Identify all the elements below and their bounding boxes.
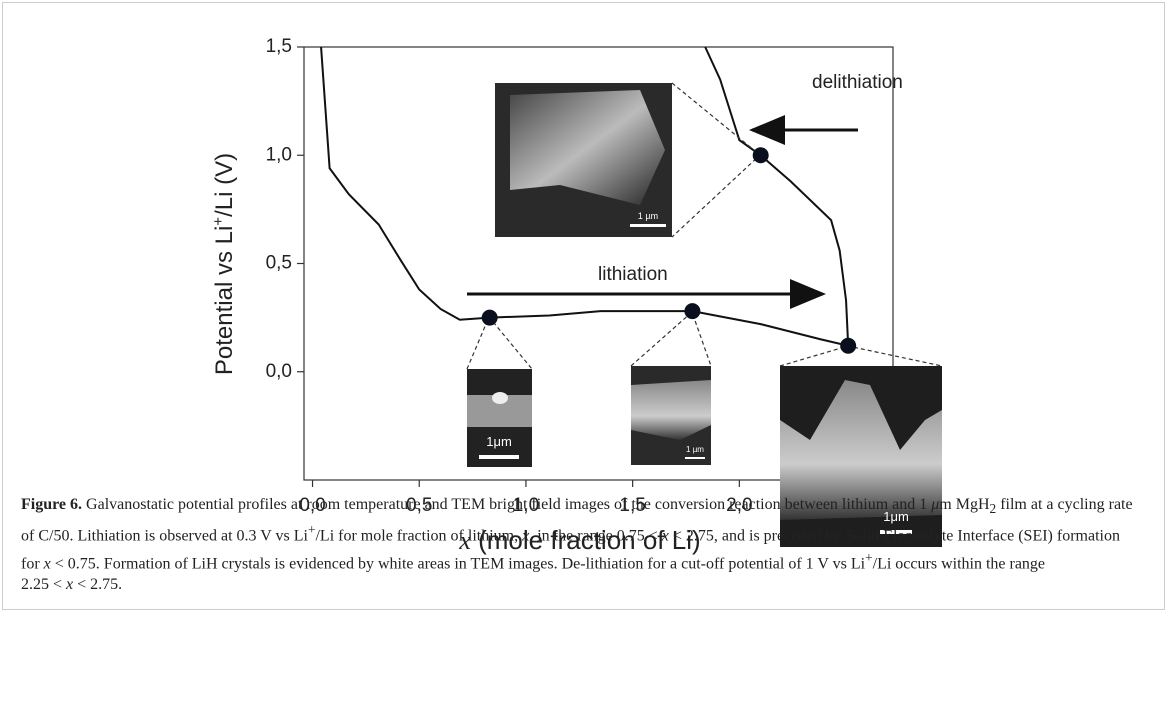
scale-bar-label: 1 µm <box>638 211 658 221</box>
x-tick-label: 0,5 <box>406 495 432 516</box>
marker <box>481 309 498 326</box>
caption-text: /Li for mole fraction of lithium, <box>315 527 523 545</box>
tem-image: 1 µm <box>631 366 711 465</box>
y-tick-label: 1,0 <box>266 144 292 165</box>
y-axis-label: Potential vs Li+/Li (V) <box>210 153 238 375</box>
caption-italic: x <box>66 575 74 593</box>
line <box>320 46 849 347</box>
caption-text: /Li occurs within the range <box>872 554 1046 572</box>
caption-italic: x <box>661 527 669 545</box>
x-axis-label: x (mole fraction of Li) <box>458 525 700 555</box>
caption-label: Figure 6. <box>21 496 83 513</box>
marker <box>752 147 769 164</box>
caption-italic: x <box>43 554 51 572</box>
caption: Figure 6. Galvanostatic potential profil… <box>21 494 1141 595</box>
caption-text: < 2.75, and is preceded by Solid Electro… <box>21 527 1120 572</box>
caption-text: < 0.75. Formation of LiH crystals is evi… <box>50 554 866 572</box>
y-label-sup: + <box>210 217 227 226</box>
caption-italic: x <box>522 527 530 545</box>
caption-italic: μ <box>931 496 940 513</box>
x-tick-label: 2,0 <box>726 495 752 516</box>
y-label-text: Potential vs Li <box>211 226 238 375</box>
line <box>704 46 850 346</box>
caption-text: film at a cycling rate of C/50. Lithiati… <box>21 496 1133 545</box>
x-label-text: (mole fraction of Li) <box>471 525 701 555</box>
marker <box>684 303 701 320</box>
x-tick-label: 1,5 <box>619 495 645 516</box>
x-tick-label: 0,0 <box>299 495 325 516</box>
tem-image: 1 µm <box>495 83 672 237</box>
y-label-text: /Li (V) <box>211 153 238 217</box>
annotation: lithiation <box>598 264 668 285</box>
tem-image: 1μm <box>780 366 942 547</box>
scale-bar-label: 1 µm <box>686 445 704 454</box>
caption-text: < 2.75. <box>73 575 123 593</box>
y-tick-label: 0,5 <box>266 253 292 274</box>
y-tick-label: 0,0 <box>266 361 292 382</box>
scale-bar-label: 1μm <box>883 509 909 524</box>
caption-text: 2.25 < <box>21 575 67 593</box>
tem-image: 1μm <box>467 369 532 467</box>
marker <box>840 337 857 354</box>
scale-bar-label: 1μm <box>486 434 512 449</box>
caption-text: Galvanostatic potential profiles at room… <box>82 496 932 513</box>
caption-sub: 2 <box>989 501 997 517</box>
x-tick-label: 1,0 <box>513 495 539 516</box>
plot: 0,0 0,5 1,0 1,5 0,0 0,5 1,0 1,5 2,0 <box>266 36 894 516</box>
caption-sup: + <box>307 522 316 538</box>
annotation: delithiation <box>812 72 903 93</box>
y-tick-label: 1,5 <box>266 36 292 57</box>
caption-text: m MgH <box>939 496 990 513</box>
caption-text: , in the range 0.75 < <box>529 527 662 545</box>
x-label-var: x <box>458 526 471 555</box>
figure-frame <box>2 2 1165 610</box>
markers <box>481 147 857 354</box>
caption-sup: + <box>865 549 873 565</box>
